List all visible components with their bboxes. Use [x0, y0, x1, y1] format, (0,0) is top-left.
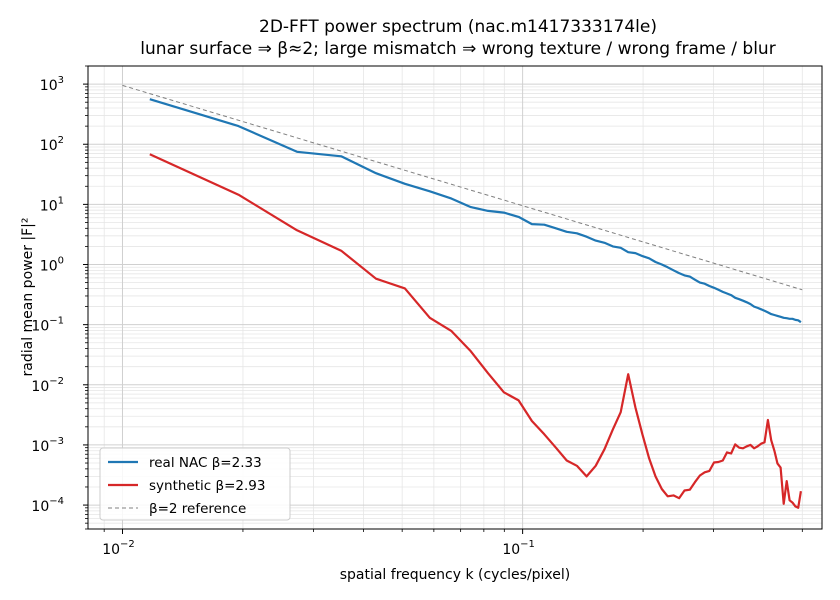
minor-gridlines — [88, 65, 822, 530]
series-lines — [122, 84, 803, 509]
series-line-3 — [122, 84, 803, 291]
legend-box — [99, 447, 291, 521]
legend-label-2: synthetic β=2.93 — [149, 478, 265, 494]
chart-subtitle: lunar surface ⇒ β≈2; large mismatch ⇒ wr… — [140, 39, 775, 59]
x-axis-label: spatial frequency k (cycles/pixel) — [340, 567, 571, 583]
plot-frame — [87, 65, 823, 530]
axis-ticks — [83, 65, 803, 534]
legend: real NAC β=2.33 synthetic β=2.93 β=2 refer… — [99, 447, 291, 521]
series-line-1 — [149, 98, 802, 324]
y-axis-label: radial mean power |F|² — [20, 217, 36, 376]
series-line-2 — [149, 153, 802, 509]
chart-title: 2D-FFT power spectrum (nac.m1417333174le… — [259, 17, 657, 37]
legend-label-3: β=2 reference — [149, 501, 246, 517]
legend-label-1: real NAC β=2.33 — [149, 455, 262, 471]
